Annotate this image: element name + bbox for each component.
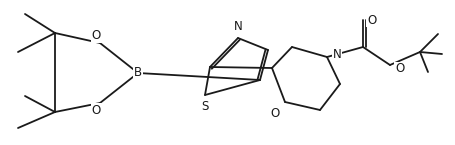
Text: O: O	[271, 107, 280, 120]
Text: N: N	[333, 48, 342, 61]
Text: B: B	[134, 67, 142, 79]
Text: O: O	[92, 104, 101, 117]
Text: S: S	[201, 100, 209, 113]
Text: O: O	[395, 62, 404, 76]
Text: O: O	[92, 29, 101, 42]
Text: O: O	[367, 13, 376, 27]
Text: N: N	[233, 20, 243, 33]
